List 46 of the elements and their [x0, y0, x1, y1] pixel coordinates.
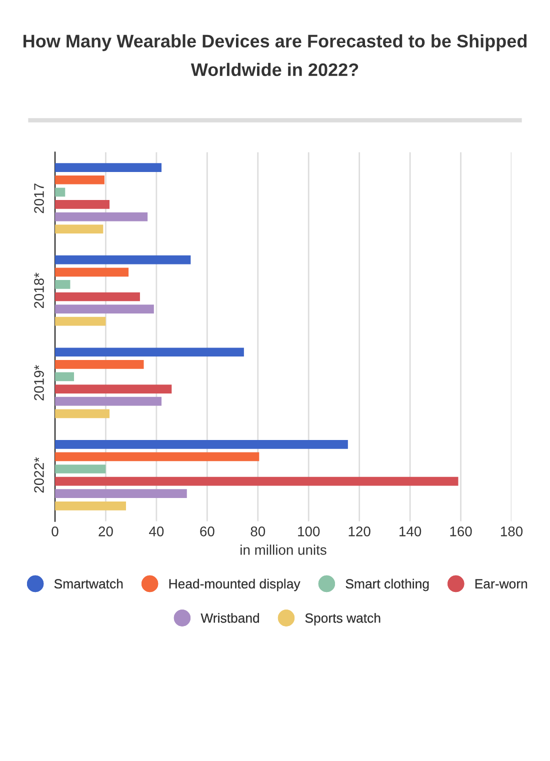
bar: [55, 316, 106, 326]
legend-label: Head-mounted display: [169, 578, 300, 592]
x-tick-label: 0: [52, 526, 58, 536]
legend-label: Smartwatch: [54, 578, 123, 589]
bar: [55, 268, 129, 277]
y-tick-label: 2017: [34, 184, 44, 214]
bar: [55, 212, 148, 222]
bar: [55, 163, 162, 172]
y-tick-label: 2018*: [34, 272, 44, 308]
bar: [55, 188, 66, 197]
y-tick-label: 2019*: [34, 364, 44, 400]
legend-label: Ear-worn: [475, 579, 528, 589]
chart-title: How Many Wearable Devices are Forecasted to be Shipped Worldwide in 2022?: [24, 34, 527, 76]
x-axis-title: in million units: [240, 544, 326, 555]
bar: [55, 452, 260, 462]
bar: [55, 489, 187, 498]
bar: [55, 280, 70, 289]
bar: [55, 464, 106, 474]
legend-label: Sports watch: [305, 613, 380, 626]
bar: [55, 372, 74, 382]
bar: [55, 409, 110, 418]
bar: [55, 200, 110, 209]
bar: [55, 348, 244, 357]
bar: [55, 501, 126, 510]
bar: [55, 476, 458, 486]
x-tick-label: 40: [149, 526, 164, 536]
bar: [55, 360, 144, 369]
bar: [55, 384, 172, 394]
bar: [55, 255, 191, 264]
x-tick-label: 140: [400, 526, 422, 536]
x-tick-label: 180: [500, 526, 523, 536]
bar: [55, 224, 104, 234]
x-tick-label: 120: [348, 526, 370, 536]
x-tick-label: 100: [298, 526, 320, 536]
bar: [55, 175, 104, 184]
x-tick-label: 80: [250, 526, 266, 536]
bar: [55, 292, 140, 302]
y-tick-label: 2022*: [34, 457, 44, 493]
bar: [55, 440, 348, 449]
x-tick-label: 20: [98, 526, 113, 536]
legend-label: Wristband: [200, 613, 260, 623]
x-tick-label: 160: [450, 526, 472, 536]
x-tick-label: 60: [200, 526, 214, 536]
bar: [55, 304, 154, 314]
legend-label: Smart clothing: [346, 578, 429, 592]
bar: [55, 396, 162, 406]
